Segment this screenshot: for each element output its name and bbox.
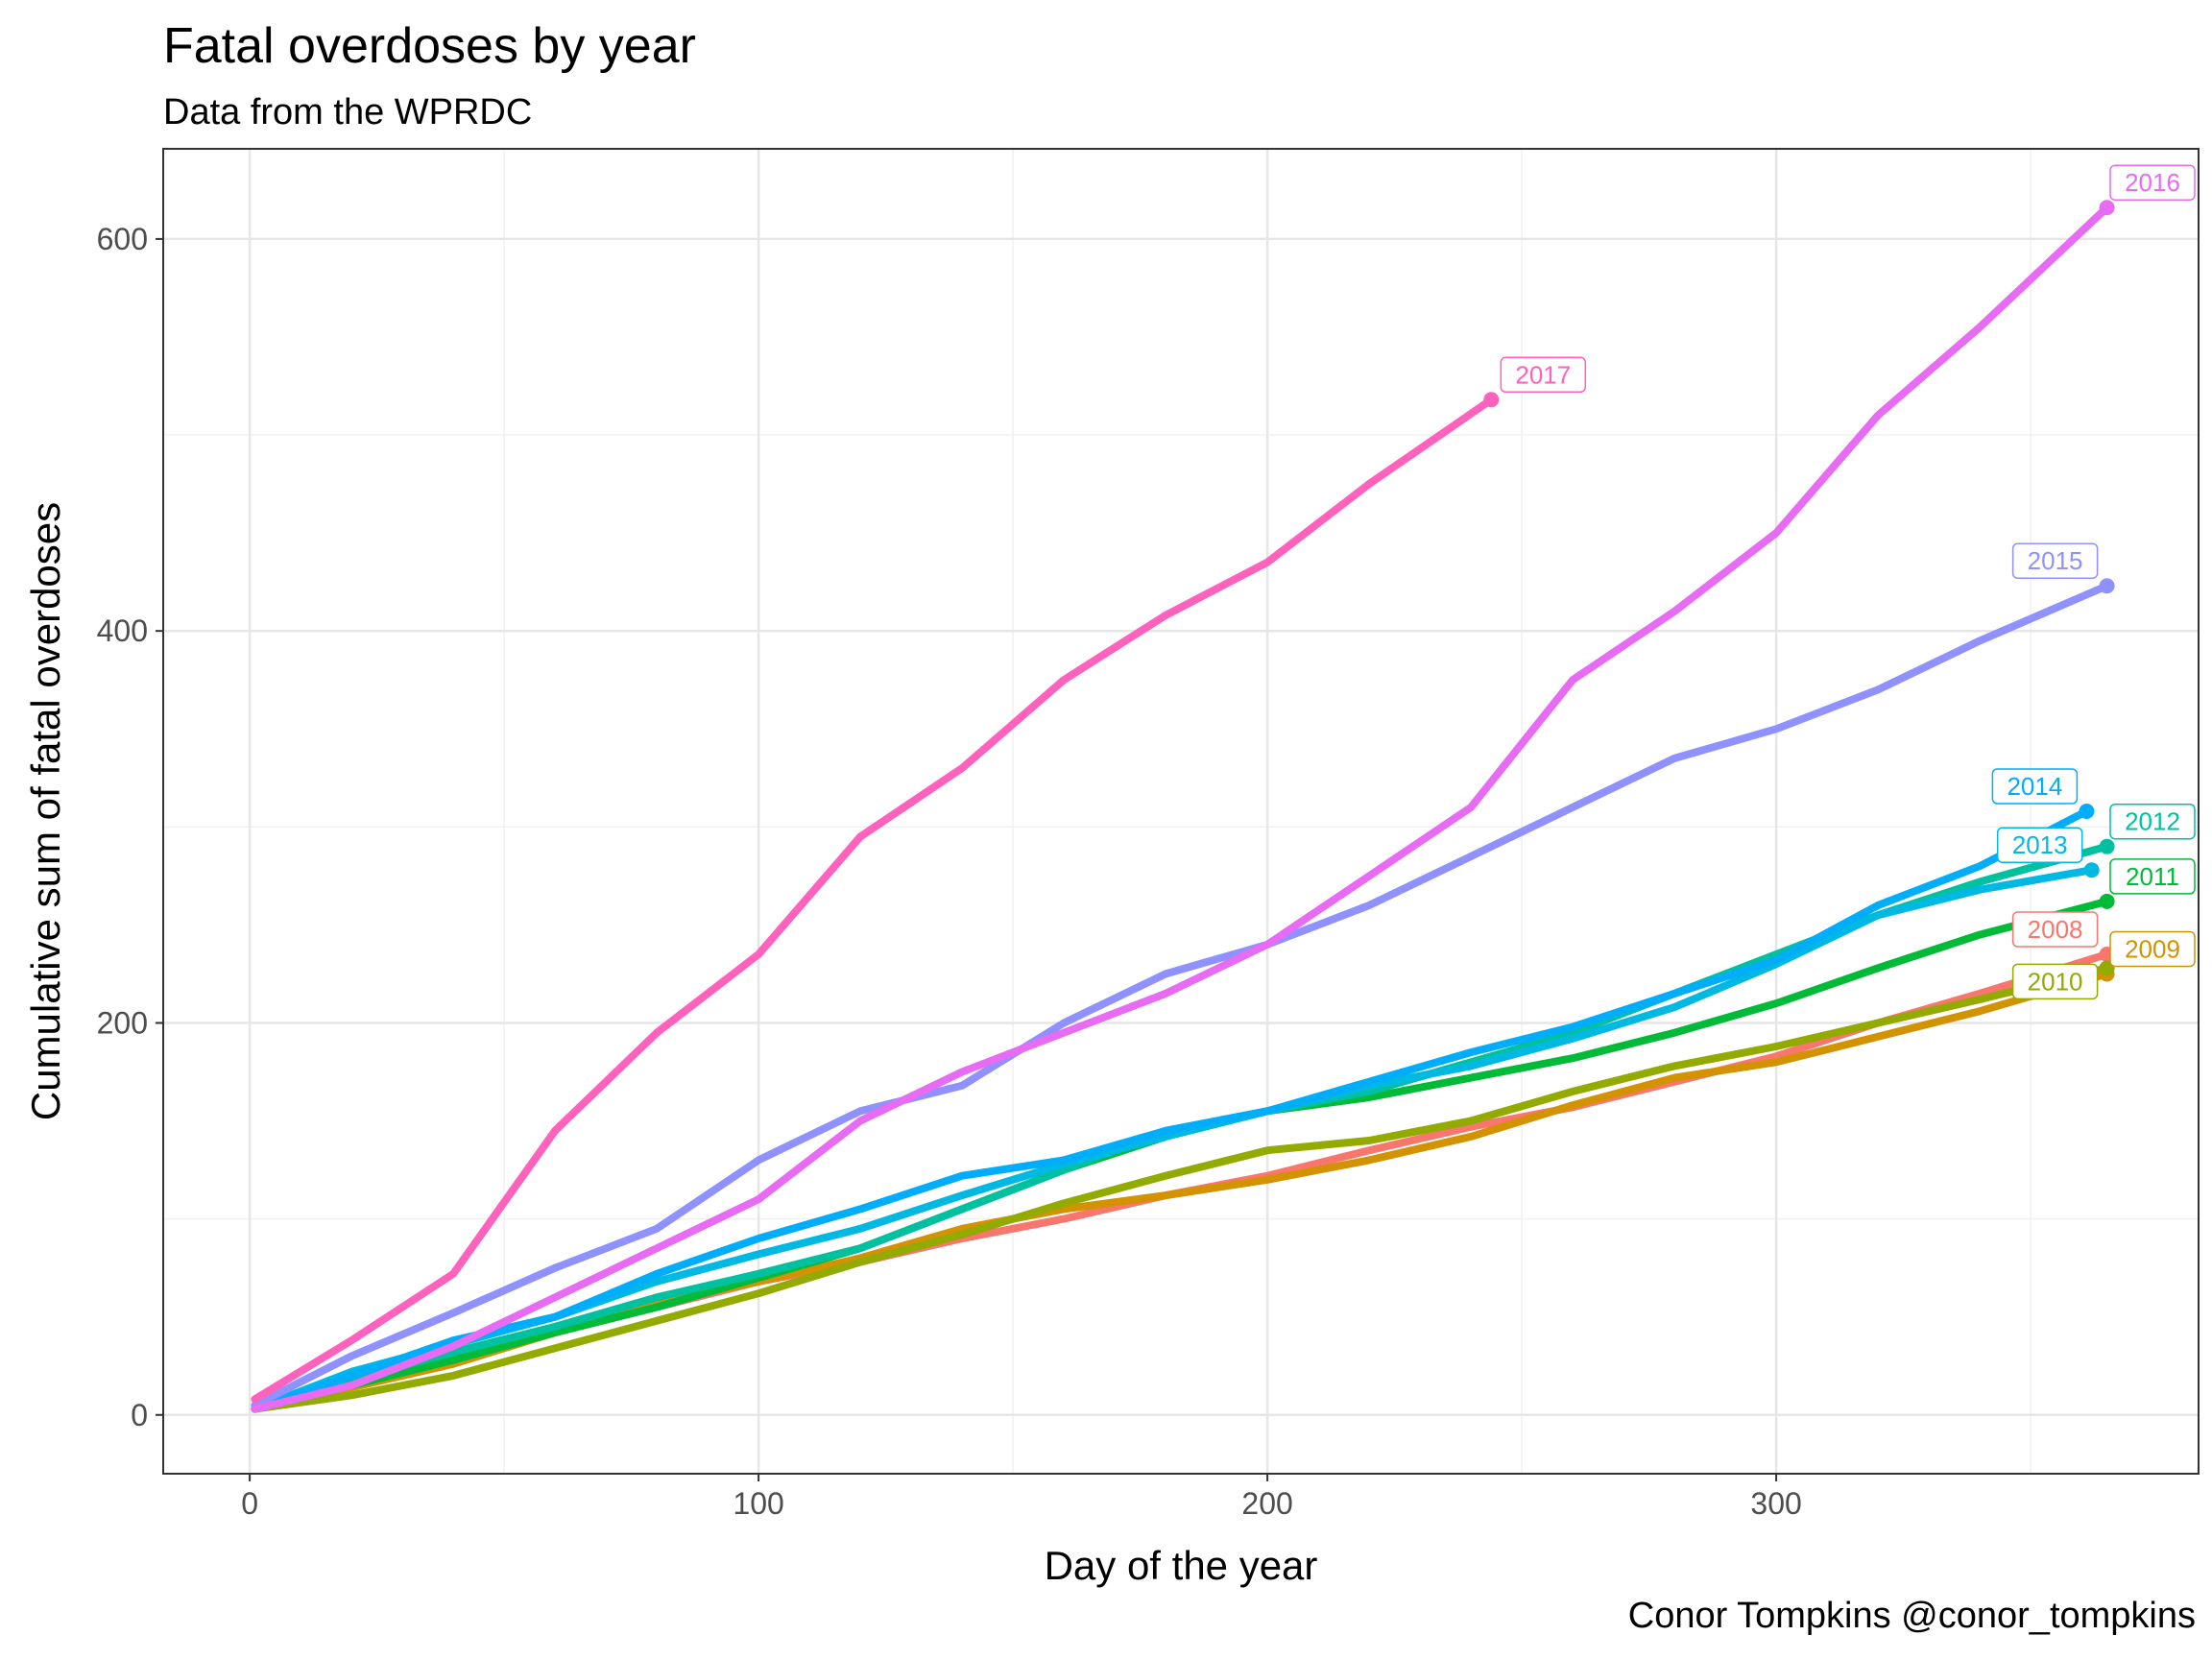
series-line-2016 [251, 204, 2111, 1413]
series-label-box [2109, 164, 2196, 201]
series-label-box [2109, 858, 2196, 895]
series-label-text: 2013 [2012, 830, 2068, 859]
series-label-text: 2014 [2007, 772, 2062, 801]
series-endpoint-2014 [2079, 804, 2095, 819]
y-axis-ticks: 0 200 400 600 [97, 222, 163, 1432]
series-lines [251, 204, 2111, 1413]
series-label-text: 2008 [2028, 915, 2083, 944]
series-label-box [2011, 963, 2099, 1000]
x-axis-ticks: 0 100 200 300 [241, 1474, 1802, 1521]
series-label-box [1500, 356, 1587, 394]
minor-gridlines [163, 149, 2199, 1474]
series-label-text: 2016 [2125, 168, 2180, 197]
series-label-2014: 2014 [1991, 768, 2079, 805]
series-label-box [2011, 911, 2099, 948]
series-label-2016: 2016 [2109, 164, 2196, 201]
series-label-box [2109, 803, 2196, 840]
series-label-text: 2010 [2028, 967, 2083, 996]
major-gridlines [163, 149, 2199, 1474]
x-axis-title: Day of the year [1045, 1543, 1318, 1588]
chart-title: Fatal overdoses by year [163, 18, 696, 74]
series-label-2015: 2015 [2011, 542, 2099, 579]
y-tick-label: 0 [131, 1398, 148, 1432]
series-label-text: 2015 [2028, 546, 2083, 575]
panel-border [162, 148, 2200, 1475]
series-endpoint-2017 [1483, 392, 1500, 408]
y-tick-label: 600 [97, 222, 148, 256]
series-label-box [1991, 768, 2079, 805]
series-label-2013: 2013 [1996, 827, 2083, 863]
series-line-2010 [251, 964, 2111, 1413]
y-tick-label: 200 [97, 1005, 148, 1040]
series-label-2017: 2017 [1500, 356, 1587, 394]
series-label-text: 2017 [1515, 360, 1571, 389]
chart-subtitle: Data from the WPRDC [163, 92, 533, 132]
series-endpoint-2016 [2099, 200, 2115, 216]
x-tick-label: 200 [1241, 1486, 1292, 1521]
series-label-2011: 2011 [2109, 858, 2196, 895]
x-tick-label: 100 [733, 1486, 783, 1521]
series-end-points [1483, 200, 2115, 982]
series-label-2008: 2008 [2011, 911, 2099, 948]
series-label-box [2109, 930, 2196, 968]
x-tick-label: 300 [1750, 1486, 1801, 1521]
series-label-2012: 2012 [2109, 803, 2196, 840]
series-label-text: 2009 [2125, 934, 2180, 963]
series-endpoint-2013 [2083, 862, 2100, 878]
series-line-2017 [251, 396, 1496, 1404]
series-endpoint-2011 [2099, 893, 2115, 909]
x-tick-label: 0 [241, 1486, 258, 1521]
series-label-box [2011, 542, 2099, 579]
series-endpoint-2012 [2099, 838, 2115, 854]
series-label-text: 2011 [2126, 862, 2179, 891]
chart-caption: Conor Tompkins @conor_tompkins [1627, 1596, 2196, 1636]
series-label-2010: 2010 [2011, 963, 2099, 1000]
series-line-2013 [251, 866, 2096, 1413]
y-tick-label: 400 [97, 613, 148, 648]
series-endpoint-2015 [2099, 578, 2115, 594]
series-label-text: 2012 [2125, 807, 2180, 836]
series-label-box [1996, 827, 2083, 863]
series-labels: 2008 2009 2010 2011 2012 2013 2014 2015 2016 2017 [1500, 164, 2196, 1000]
series-line-2014 [251, 807, 2091, 1413]
series-label-2009: 2009 [2109, 930, 2196, 968]
y-axis-title: Cumulative sum of fatal overdoses [23, 502, 68, 1120]
series-line-2015 [251, 582, 2111, 1409]
